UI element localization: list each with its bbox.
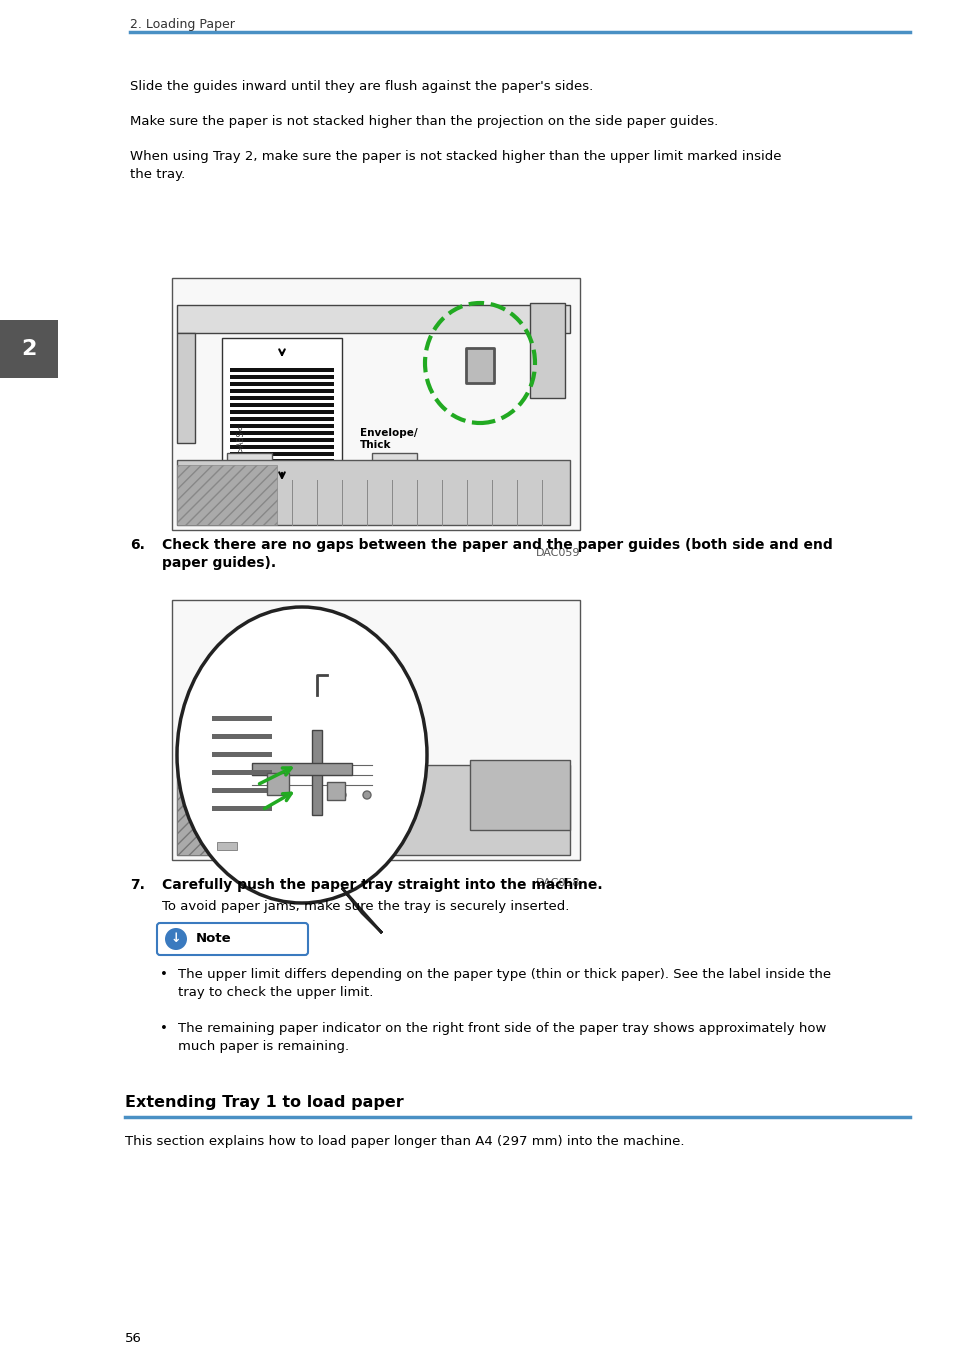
Text: The upper limit differs depending on the paper type (thin or thick paper). See t: The upper limit differs depending on the… <box>178 968 831 981</box>
Bar <box>252 763 352 775</box>
Bar <box>230 431 334 435</box>
Text: Extending Tray 1 to load paper: Extending Tray 1 to load paper <box>125 1095 404 1110</box>
Text: the tray.: the tray. <box>130 169 185 181</box>
Text: 2: 2 <box>21 339 36 359</box>
Text: paper guides).: paper guides). <box>162 556 276 570</box>
Text: 6.: 6. <box>130 539 145 552</box>
Text: 7.: 7. <box>130 879 145 892</box>
Bar <box>212 715 272 721</box>
Polygon shape <box>342 888 382 933</box>
Text: To avoid paper jams, make sure the tray is securely inserted.: To avoid paper jams, make sure the tray … <box>162 900 570 913</box>
Bar <box>230 382 334 386</box>
Bar <box>267 772 289 796</box>
Bar <box>230 506 334 510</box>
Bar <box>230 498 334 502</box>
Bar <box>177 764 570 855</box>
Text: When using Tray 2, make sure the paper is not stacked higher than the upper limi: When using Tray 2, make sure the paper i… <box>130 150 782 163</box>
Text: much paper is remaining.: much paper is remaining. <box>178 1040 349 1053</box>
Bar <box>230 418 334 422</box>
Bar <box>312 730 322 815</box>
Text: The remaining paper indicator on the right front side of the paper tray shows ap: The remaining paper indicator on the rig… <box>178 1021 827 1035</box>
Text: tray to check the upper limit.: tray to check the upper limit. <box>178 986 373 1000</box>
Text: This section explains how to load paper longer than A4 (297 mm) into the machine: This section explains how to load paper … <box>125 1136 685 1148</box>
Bar <box>212 787 272 793</box>
Text: •: • <box>160 1021 168 1035</box>
Bar <box>177 460 570 525</box>
Bar <box>222 339 342 503</box>
Circle shape <box>165 928 187 951</box>
Text: Make sure the paper is not stacked higher than the projection on the side paper : Make sure the paper is not stacked highe… <box>130 116 718 128</box>
Bar <box>230 424 334 428</box>
Circle shape <box>338 792 346 800</box>
Text: DAC058: DAC058 <box>535 879 580 888</box>
Text: DAC059: DAC059 <box>535 548 580 558</box>
FancyBboxPatch shape <box>157 923 308 955</box>
Bar <box>217 842 237 850</box>
Bar <box>212 806 272 811</box>
Bar <box>230 389 334 393</box>
Bar <box>212 752 272 758</box>
Bar <box>230 409 334 413</box>
Text: 56: 56 <box>125 1331 142 1345</box>
Bar <box>212 734 272 738</box>
Circle shape <box>363 792 371 800</box>
Bar <box>172 600 580 860</box>
Bar <box>177 305 570 333</box>
Bar <box>372 453 417 488</box>
Text: >ABS<: >ABS< <box>236 424 245 452</box>
Text: Check there are no gaps between the paper and the paper guides (both side and en: Check there are no gaps between the pape… <box>162 539 832 552</box>
Bar <box>470 760 570 830</box>
Text: ↓: ↓ <box>171 933 181 945</box>
Bar <box>177 333 195 443</box>
Text: Carefully push the paper tray straight into the machine.: Carefully push the paper tray straight i… <box>162 879 602 892</box>
Bar <box>230 375 334 379</box>
Bar <box>177 465 277 525</box>
Text: Envelope/
Thick: Envelope/ Thick <box>360 428 417 450</box>
Text: 2. Loading Paper: 2. Loading Paper <box>130 18 235 31</box>
Text: Slide the guides inward until they are flush against the paper's sides.: Slide the guides inward until they are f… <box>130 80 594 92</box>
Bar <box>230 438 334 442</box>
Bar <box>327 782 345 800</box>
Bar <box>212 770 272 775</box>
Bar <box>230 452 334 456</box>
Bar <box>172 277 580 530</box>
Text: Note: Note <box>196 933 232 945</box>
Bar <box>230 369 334 373</box>
Bar <box>230 403 334 407</box>
Bar <box>230 490 334 494</box>
Bar <box>177 775 257 855</box>
Bar <box>530 303 565 398</box>
Ellipse shape <box>177 607 427 903</box>
Text: •: • <box>160 968 168 981</box>
Bar <box>230 396 334 400</box>
Bar <box>0 320 58 378</box>
Bar <box>230 445 334 449</box>
Bar <box>230 460 334 462</box>
Bar <box>227 453 272 488</box>
Bar <box>466 348 494 384</box>
Bar <box>230 473 334 486</box>
